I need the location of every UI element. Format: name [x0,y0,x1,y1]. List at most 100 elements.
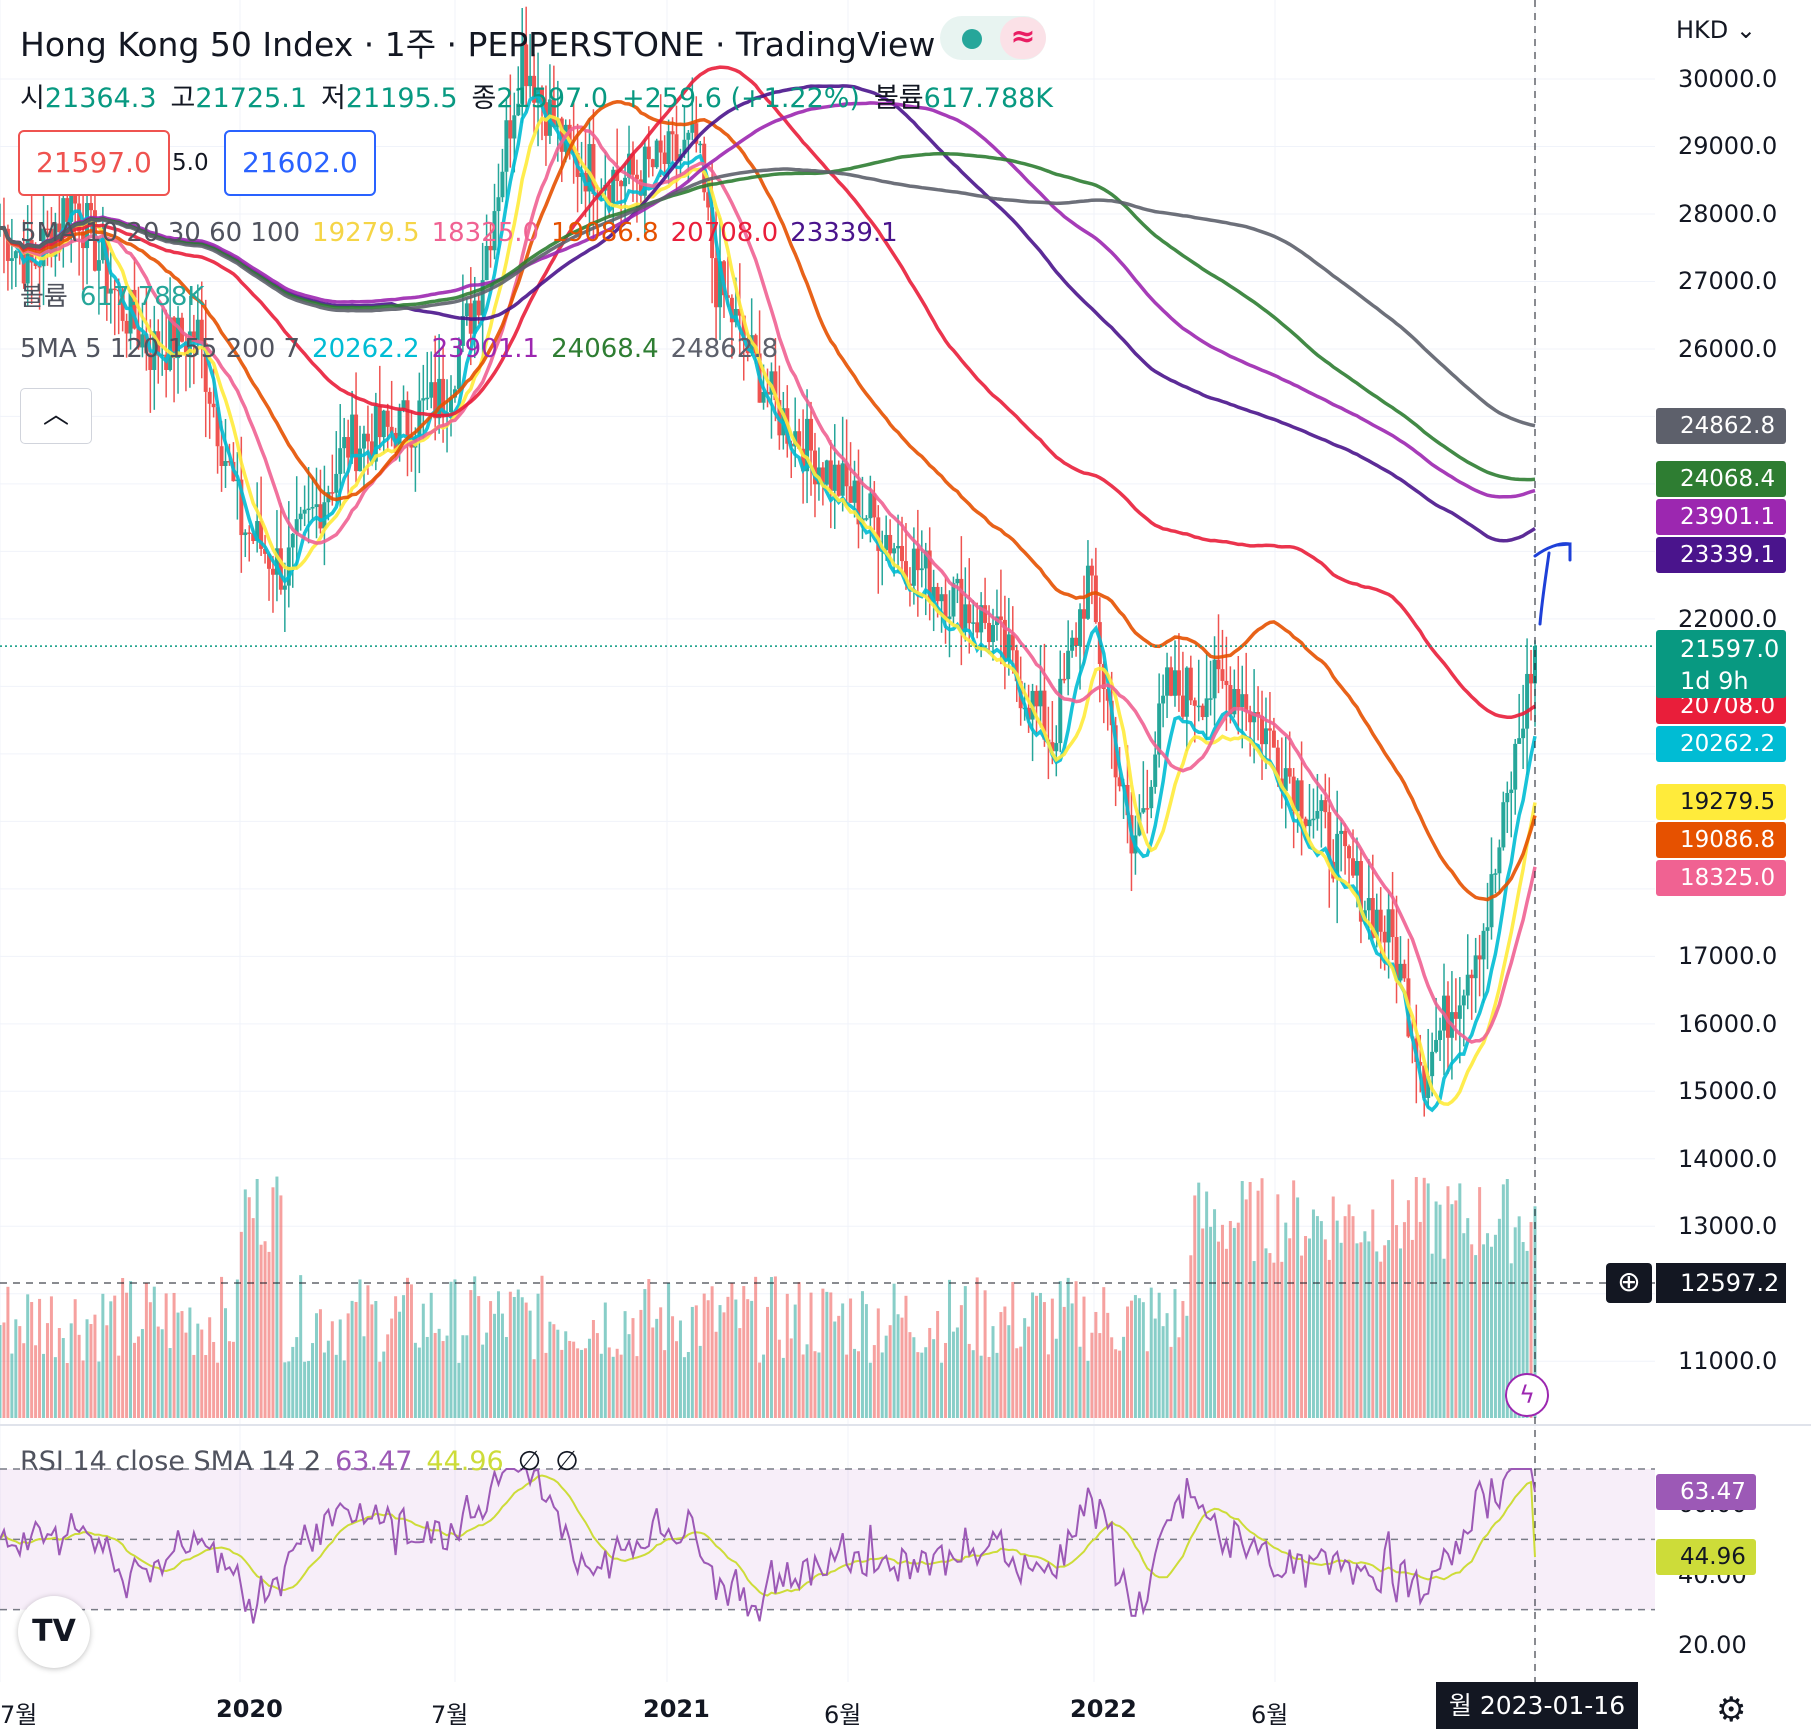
volume-bar [1359,1242,1363,1418]
candle-body [551,99,556,127]
volume-bar [85,1319,89,1418]
volume-bar [643,1289,647,1418]
ma-legend-2[interactable]: 5MA 5 120 155 200 7 20262.2 23901.1 24068.4… [20,334,790,364]
add-alert-button[interactable]: ⊕ [1606,1263,1652,1303]
candle-body [1263,728,1268,745]
candle-body [864,518,869,520]
rsi-sma-line [0,1474,1536,1597]
volume-bar [512,1296,516,1418]
volume-bar [1418,1221,1422,1418]
volume-bar [1260,1178,1264,1418]
candle-body [638,179,643,196]
candle-body [148,353,153,370]
market-status-badge[interactable]: ≈ [940,16,1046,60]
candle-body [183,341,188,355]
settings-gear-icon[interactable]: ⚙ [1716,1690,1747,1730]
candle-body [1117,777,1122,787]
candle-body [429,382,434,398]
candle-body [318,504,323,529]
volume-legend[interactable]: 볼륨 617.788K [20,276,216,313]
high-value: 21725.1 [195,83,307,114]
candle-body [828,460,833,491]
collapse-legend-button[interactable]: ︿ [20,388,92,444]
volume-bar [196,1323,200,1418]
candle-body [1311,818,1316,821]
currency-selector[interactable]: HKD ⌄ [1676,16,1756,44]
candle-body [488,245,493,251]
volume-bar [1197,1182,1201,1418]
volume-bar [797,1282,801,1418]
candle-body [761,391,766,403]
candle-body [322,502,327,529]
volume-bar [1395,1225,1399,1418]
candle-body [1240,694,1245,708]
volume-bar [1126,1306,1130,1418]
sell-button[interactable]: 21597.0 [18,130,170,196]
market-open-dot-icon [962,29,982,49]
lightning-icon[interactable]: ϟ [1505,1373,1549,1417]
candle-body [421,398,426,401]
buy-button[interactable]: 21602.0 [224,130,376,196]
candle-body [1319,800,1324,811]
candle-body [820,467,825,485]
volume-bar [829,1292,833,1418]
volume-bar [868,1362,872,1418]
volume-bar [370,1304,374,1418]
candle-body [1378,909,1383,932]
volume-bar [940,1362,944,1418]
candle-body [1224,680,1229,686]
volume-bar [382,1351,386,1418]
candle-body [607,184,612,204]
volume-bar [1347,1204,1351,1418]
candle-body [1066,650,1071,680]
volume-bar [1228,1220,1232,1418]
volume-bar [263,1241,267,1418]
candle-body [1485,927,1490,931]
candle-body [61,198,66,233]
volume-bar [801,1354,805,1418]
candle-body [872,493,877,518]
rsi-legend-value: 63.47 [335,1446,413,1477]
volume-bar [1505,1179,1509,1418]
volume-bar [1110,1337,1114,1418]
candle-body [884,534,889,551]
volume-bar [1454,1200,1458,1418]
volume-bar [576,1348,580,1418]
candle-body [1157,703,1162,755]
volume-bar [14,1319,18,1418]
candle-body [900,545,905,562]
candle-body [1354,861,1359,876]
candle-body [1366,898,1371,911]
volume-bar [473,1276,477,1418]
volume-bar [465,1335,469,1418]
volume-bar [884,1335,888,1418]
volume-bar [366,1285,370,1418]
candle-body [975,622,980,633]
candle-body [1141,808,1146,813]
volume-bar [125,1292,129,1418]
rsi-legend[interactable]: RSI 14 close SMA 14 2 63.47 44.96 ∅ ∅ [20,1446,593,1477]
candle-body [512,115,517,139]
candle-body [480,280,485,316]
volume-bar [208,1317,212,1418]
candle-body [381,410,386,438]
ma-legend-1[interactable]: 5MA 10 20 30 60 100 19279.5 18325.0 19086.8… [20,218,910,248]
candle-body [682,139,687,155]
candle-body [737,308,742,316]
volume-bar [1319,1221,1323,1418]
candle-body [358,448,363,472]
candle-body [223,461,228,466]
volume-bar [117,1355,121,1418]
candle-body [306,508,311,511]
candle-body [1260,715,1265,745]
tradingview-logo-icon[interactable]: TV [18,1596,90,1668]
volume-bar [1090,1332,1094,1418]
volume-bar [754,1276,758,1418]
volume-bar [10,1353,14,1418]
volume-bar [338,1319,342,1418]
volume-bar [409,1284,413,1418]
candle-body [338,448,343,474]
candle-body [991,625,996,643]
volume-bar [129,1281,133,1418]
